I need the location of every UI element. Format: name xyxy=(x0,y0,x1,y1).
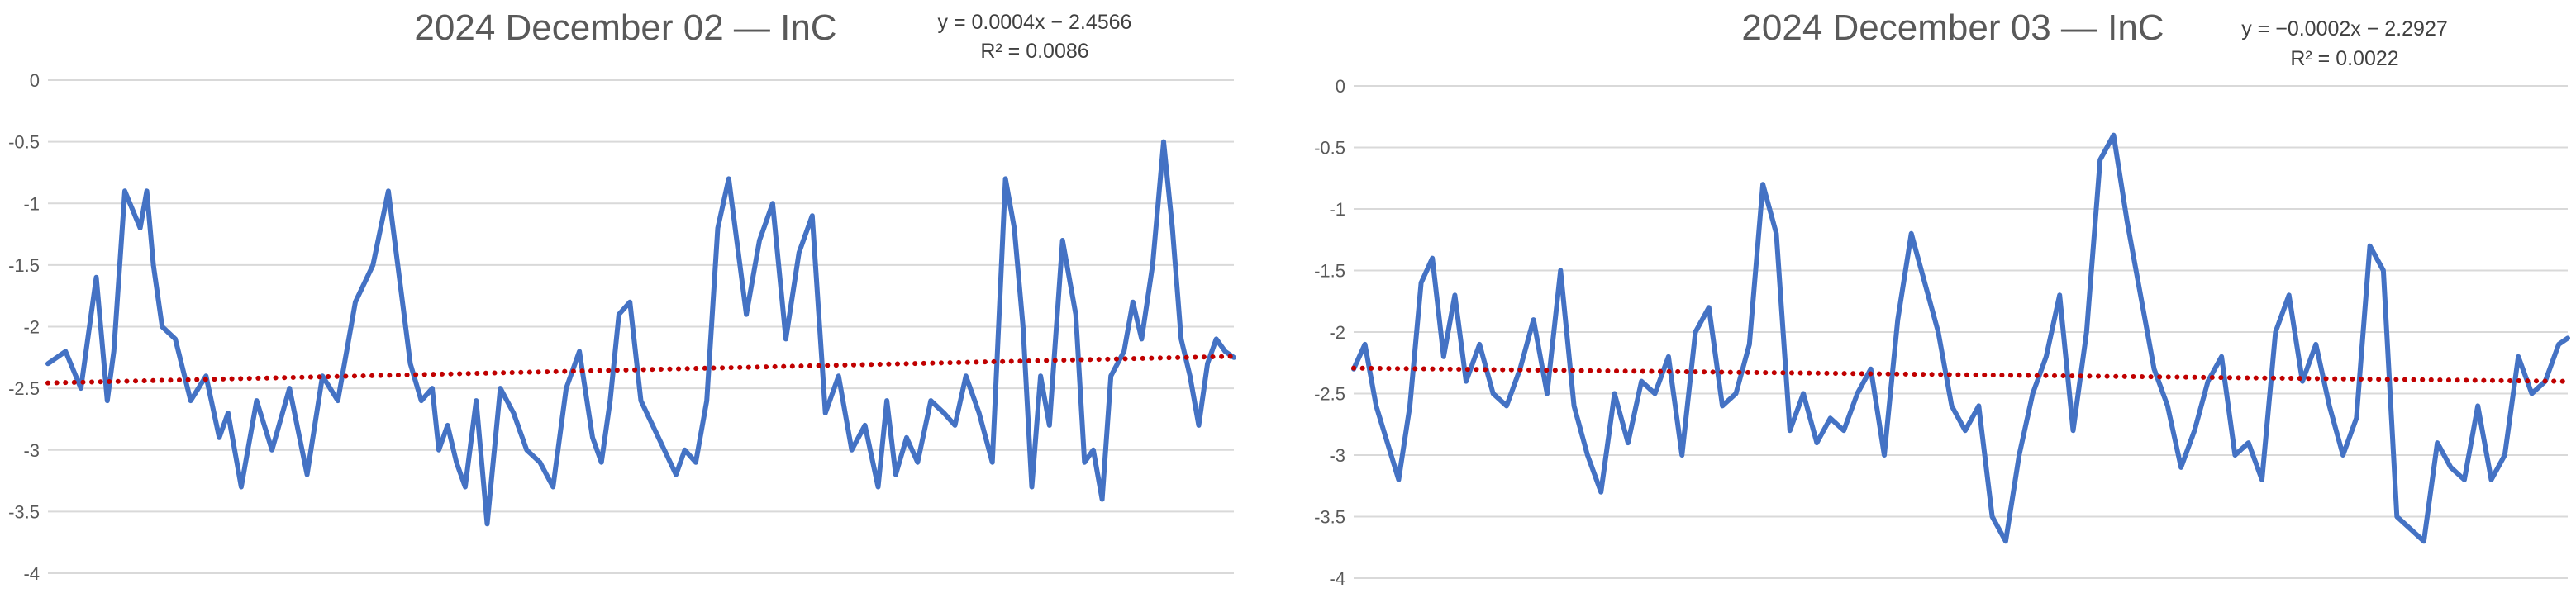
y-tick-label: -0.5 xyxy=(1314,138,1345,159)
y-tick-label: -4 xyxy=(1329,568,1345,589)
y-tick-label: -3.5 xyxy=(1314,507,1345,528)
y-axis-ticks: 0 -0.5 -1 -1.5 -2 -2.5 -3 -3.5 -4 xyxy=(8,70,40,584)
y-tick-label: -4 xyxy=(23,563,40,584)
y-tick-label: -2.5 xyxy=(1314,384,1345,405)
trendline xyxy=(45,354,1236,386)
y-tick-label: -1.5 xyxy=(8,255,40,276)
y-tick-label: -2 xyxy=(23,317,40,338)
y-tick-label: 0 xyxy=(30,70,40,91)
chart-title: 2024 December 03 — InC xyxy=(1741,7,2164,48)
y-tick-label: -1 xyxy=(1329,199,1345,220)
y-tick-label: -3.5 xyxy=(8,501,40,522)
chart-title: 2024 December 02 — InC xyxy=(414,7,836,48)
chart-december-03: 2024 December 03 — InC y = −0.0002x − 2.… xyxy=(1314,7,2570,589)
y-tick-label: -2 xyxy=(1329,322,1345,343)
y-axis-ticks: 0 -0.5 -1 -1.5 -2 -2.5 -3 -3.5 -4 xyxy=(1314,76,1345,589)
y-tick-label: -3 xyxy=(23,440,40,461)
trendline-equation: y = −0.0002x − 2.2927 xyxy=(2241,17,2448,40)
y-tick-label: -0.5 xyxy=(8,132,40,153)
y-tick-label: -1 xyxy=(23,193,40,214)
series-line xyxy=(1351,132,2570,544)
trendline xyxy=(1351,365,2570,384)
series-line xyxy=(45,139,1236,527)
trendline-r-squared: R² = 0.0022 xyxy=(2290,47,2398,70)
trendline-equation: y = 0.0004x − 2.4566 xyxy=(938,11,1132,34)
y-tick-label: -3 xyxy=(1329,445,1345,466)
y-tick-label: -1.5 xyxy=(1314,261,1345,282)
trendline-r-squared: R² = 0.0086 xyxy=(980,40,1088,63)
chart-december-02: 2024 December 02 — InC y = 0.0004x − 2.4… xyxy=(8,7,1236,584)
y-tick-label: 0 xyxy=(1336,76,1345,97)
y-tick-label: -2.5 xyxy=(8,378,40,399)
